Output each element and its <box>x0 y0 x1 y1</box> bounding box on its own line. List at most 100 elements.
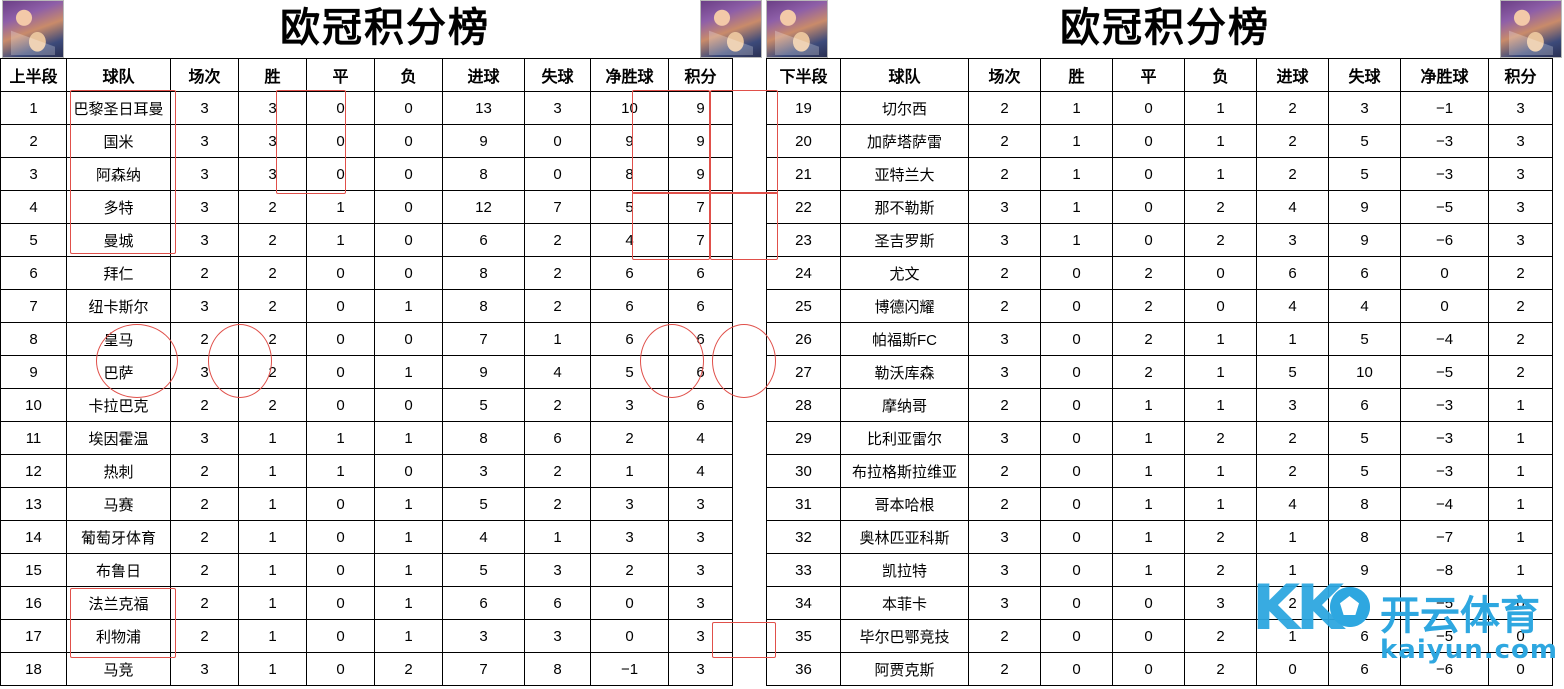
cell-rank: 10 <box>0 388 67 422</box>
cell-played: 2 <box>968 388 1041 422</box>
cell-goals-against: 9 <box>1328 223 1401 257</box>
cell-won: 2 <box>238 256 307 290</box>
cell-drawn: 1 <box>306 454 375 488</box>
cell-points: 6 <box>668 322 733 356</box>
cell-goal-diff: 9 <box>590 124 669 158</box>
cell-team: 毕尔巴鄂竞技 <box>840 619 969 653</box>
cell-goal-diff: −1 <box>590 652 669 686</box>
cell-goals-for: 4 <box>1256 190 1329 224</box>
cell-lost: 2 <box>374 652 443 686</box>
cell-points: 3 <box>668 487 733 521</box>
cell-points: 9 <box>668 91 733 125</box>
cell-lost: 1 <box>1184 322 1257 356</box>
col-header-drawn: 平 <box>306 58 375 92</box>
cell-lost: 1 <box>374 487 443 521</box>
cell-points: 1 <box>1488 520 1553 554</box>
cell-goals-for: 3 <box>1256 223 1329 257</box>
cell-team: 埃因霍温 <box>66 421 171 455</box>
cell-points: 3 <box>1488 157 1553 191</box>
cell-team: 阿森纳 <box>66 157 171 191</box>
cell-points: 0 <box>1488 586 1553 620</box>
anime-thumbnail-1 <box>2 0 64 58</box>
cell-won: 0 <box>1040 454 1113 488</box>
anime-thumbnail-4 <box>1500 0 1562 58</box>
cell-played: 2 <box>170 454 239 488</box>
cell-goals-for: 8 <box>442 421 525 455</box>
cell-played: 3 <box>170 91 239 125</box>
cell-played: 2 <box>968 652 1041 686</box>
cell-team: 圣吉罗斯 <box>840 223 969 257</box>
col-header-points: 积分 <box>668 58 733 92</box>
cell-goals-against: 10 <box>1328 355 1401 389</box>
cell-won: 0 <box>1040 421 1113 455</box>
cell-goal-diff: −5 <box>1400 355 1489 389</box>
cell-won: 1 <box>238 487 307 521</box>
cell-rank: 12 <box>0 454 67 488</box>
cell-goals-against: 2 <box>524 487 591 521</box>
cell-goals-against: 6 <box>1328 256 1401 290</box>
cell-drawn: 0 <box>306 322 375 356</box>
cell-won: 3 <box>238 157 307 191</box>
cell-won: 2 <box>238 355 307 389</box>
cell-goal-diff: 5 <box>590 190 669 224</box>
cell-drawn: 0 <box>1112 157 1185 191</box>
cell-goals-against: 6 <box>1328 388 1401 422</box>
cell-lost: 2 <box>1184 619 1257 653</box>
cell-points: 9 <box>668 124 733 158</box>
cell-won: 1 <box>1040 190 1113 224</box>
table-row: 5 曼城 3 2 1 0 6 2 4 7 <box>0 223 733 257</box>
table-row: 22 那不勒斯 3 1 0 2 4 9 −5 3 <box>766 190 1553 224</box>
cell-rank: 27 <box>766 355 841 389</box>
cell-goal-diff: 3 <box>590 520 669 554</box>
cell-rank: 6 <box>0 256 67 290</box>
cell-drawn: 0 <box>306 91 375 125</box>
cell-goal-diff: −3 <box>1400 421 1489 455</box>
cell-won: 0 <box>1040 553 1113 587</box>
table-row: 16 法兰克福 2 1 0 1 6 6 0 3 <box>0 586 733 620</box>
col-header-team: 球队 <box>840 58 969 92</box>
cell-goal-diff: 2 <box>590 553 669 587</box>
cell-points: 3 <box>668 553 733 587</box>
table-row: 21 亚特兰大 2 1 0 1 2 5 −3 3 <box>766 157 1553 191</box>
table-row: 7 纽卡斯尔 3 2 0 1 8 2 6 6 <box>0 289 733 323</box>
cell-drawn: 0 <box>1112 619 1185 653</box>
cell-team: 加萨塔萨雷 <box>840 124 969 158</box>
cell-rank: 24 <box>766 256 841 290</box>
cell-points: 2 <box>1488 355 1553 389</box>
cell-goals-against: 7 <box>524 190 591 224</box>
cell-lost: 0 <box>374 454 443 488</box>
table-row: 17 利物浦 2 1 0 1 3 3 0 3 <box>0 619 733 653</box>
cell-played: 2 <box>170 520 239 554</box>
cell-goals-for: 5 <box>442 553 525 587</box>
cell-goals-for: 6 <box>442 223 525 257</box>
cell-points: 6 <box>668 388 733 422</box>
cell-team: 尤文 <box>840 256 969 290</box>
cell-drawn: 1 <box>1112 421 1185 455</box>
cell-rank: 9 <box>0 355 67 389</box>
cell-lost: 2 <box>1184 421 1257 455</box>
cell-won: 0 <box>1040 487 1113 521</box>
cell-played: 2 <box>170 586 239 620</box>
cell-drawn: 0 <box>1112 652 1185 686</box>
col-header-half: 下半段 <box>766 58 841 92</box>
cell-goal-diff: −3 <box>1400 454 1489 488</box>
cell-goals-against: 9 <box>1328 553 1401 587</box>
cell-played: 2 <box>968 619 1041 653</box>
cell-points: 2 <box>1488 289 1553 323</box>
cell-lost: 0 <box>374 124 443 158</box>
cell-won: 1 <box>238 652 307 686</box>
cell-points: 1 <box>1488 421 1553 455</box>
cell-points: 7 <box>668 190 733 224</box>
cell-points: 1 <box>1488 553 1553 587</box>
table-row: 3 阿森纳 3 3 0 0 8 0 8 9 <box>0 157 733 191</box>
cell-team: 阿贾克斯 <box>840 652 969 686</box>
cell-goals-for: 8 <box>442 157 525 191</box>
cell-played: 3 <box>170 124 239 158</box>
cell-points: 9 <box>668 157 733 191</box>
table-row: 24 尤文 2 0 2 0 6 6 0 2 <box>766 256 1553 290</box>
table-header-row-right: 下半段 球队 场次 胜 平 负 进球 失球 净胜球 积分 <box>766 58 1553 92</box>
table-row: 8 皇马 2 2 0 0 7 1 6 6 <box>0 322 733 356</box>
cell-team: 拜仁 <box>66 256 171 290</box>
cell-drawn: 1 <box>1112 553 1185 587</box>
